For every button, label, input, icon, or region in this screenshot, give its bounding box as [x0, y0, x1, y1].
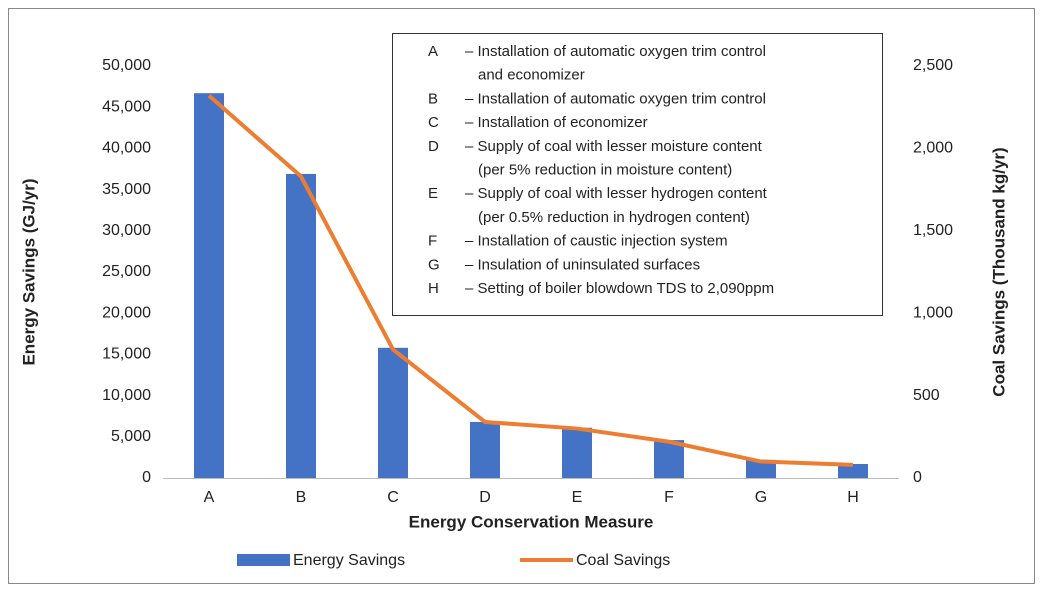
bar: [562, 427, 592, 478]
line: [207, 94, 854, 467]
y-tick-label: 0: [142, 469, 151, 486]
annotation-text: – Setting of boiler blowdown TDS to 2,09…: [465, 280, 774, 297]
y2-axis-title: Coal Savings (Thousand kg/yr): [989, 147, 1008, 396]
y2-tick-label: 500: [913, 387, 940, 404]
bar: [470, 421, 500, 478]
y-tick-label: 30,000: [102, 222, 151, 239]
x-tick-label: D: [479, 489, 491, 506]
y-tick-label: 5,000: [111, 428, 151, 445]
bar: [838, 463, 868, 478]
bar: [746, 459, 776, 478]
annotation-text: – Installation of economizer: [465, 114, 648, 131]
x-axis-title: Energy Conservation Measure: [409, 512, 654, 531]
y-tick-label: 10,000: [102, 387, 151, 404]
annotation-key: B: [428, 90, 438, 107]
annotation-key: G: [428, 256, 440, 273]
annotation-key: C: [428, 114, 439, 131]
annotation-text: – Supply of coal with lesser moisture co…: [465, 138, 763, 155]
annotation-box: [392, 33, 883, 316]
x-tick-label: E: [572, 489, 583, 506]
annotation-key: D: [428, 138, 439, 155]
annotation-text: – Supply of coal with lesser hydrogen co…: [465, 185, 768, 202]
y2-tick-label: 2,500: [913, 57, 953, 74]
y-axis-title: Energy Savings (GJ/yr): [19, 178, 38, 365]
legend-label: Energy Savings: [293, 552, 405, 569]
annotation-key: E: [428, 185, 438, 202]
x-tick-label: H: [847, 489, 859, 506]
x-tick-label: C: [387, 489, 399, 506]
annotation-key: A: [428, 43, 438, 60]
bar: [654, 440, 684, 478]
bar: [378, 347, 408, 478]
annotation-text: and economizer: [478, 67, 585, 84]
annotation-text: – Insulation of uninsulated surfaces: [465, 256, 700, 273]
y2-tick-label: 2,000: [913, 140, 953, 157]
annotation-key: H: [428, 280, 439, 297]
annotation-text: – Installation of automatic oxygen trim …: [465, 90, 766, 107]
x-tick-label: A: [204, 489, 215, 506]
y-tick-label: 25,000: [102, 263, 151, 280]
annotation-text: (per 0.5% reduction in hydrogen content): [478, 209, 750, 226]
annotation-text: – Installation of automatic oxygen trim …: [465, 43, 766, 60]
y-tick-label: 50,000: [102, 57, 151, 74]
y-tick-label: 20,000: [102, 304, 151, 321]
y-tick-label: 15,000: [102, 346, 151, 363]
y-tick-label: 35,000: [102, 181, 151, 198]
y2-tick-label: 1,000: [913, 304, 953, 321]
bar: [194, 93, 224, 478]
bar: [286, 173, 316, 478]
y-tick-label: 40,000: [102, 140, 151, 157]
legend-swatch: [237, 554, 290, 566]
x-tick-label: B: [296, 489, 307, 506]
x-tick-label: F: [664, 489, 674, 506]
annotation-text: (per 5% reduction in moisture content): [478, 161, 732, 178]
y2-tick-label: 1,500: [913, 222, 953, 239]
annotation-key: F: [428, 233, 437, 250]
x-tick-label: G: [755, 489, 767, 506]
y-tick-label: 45,000: [102, 98, 151, 115]
legend-label: Coal Savings: [576, 552, 670, 569]
annotation-text: – Installation of caustic injection syst…: [465, 233, 728, 250]
y2-tick-label: 0: [913, 469, 922, 486]
